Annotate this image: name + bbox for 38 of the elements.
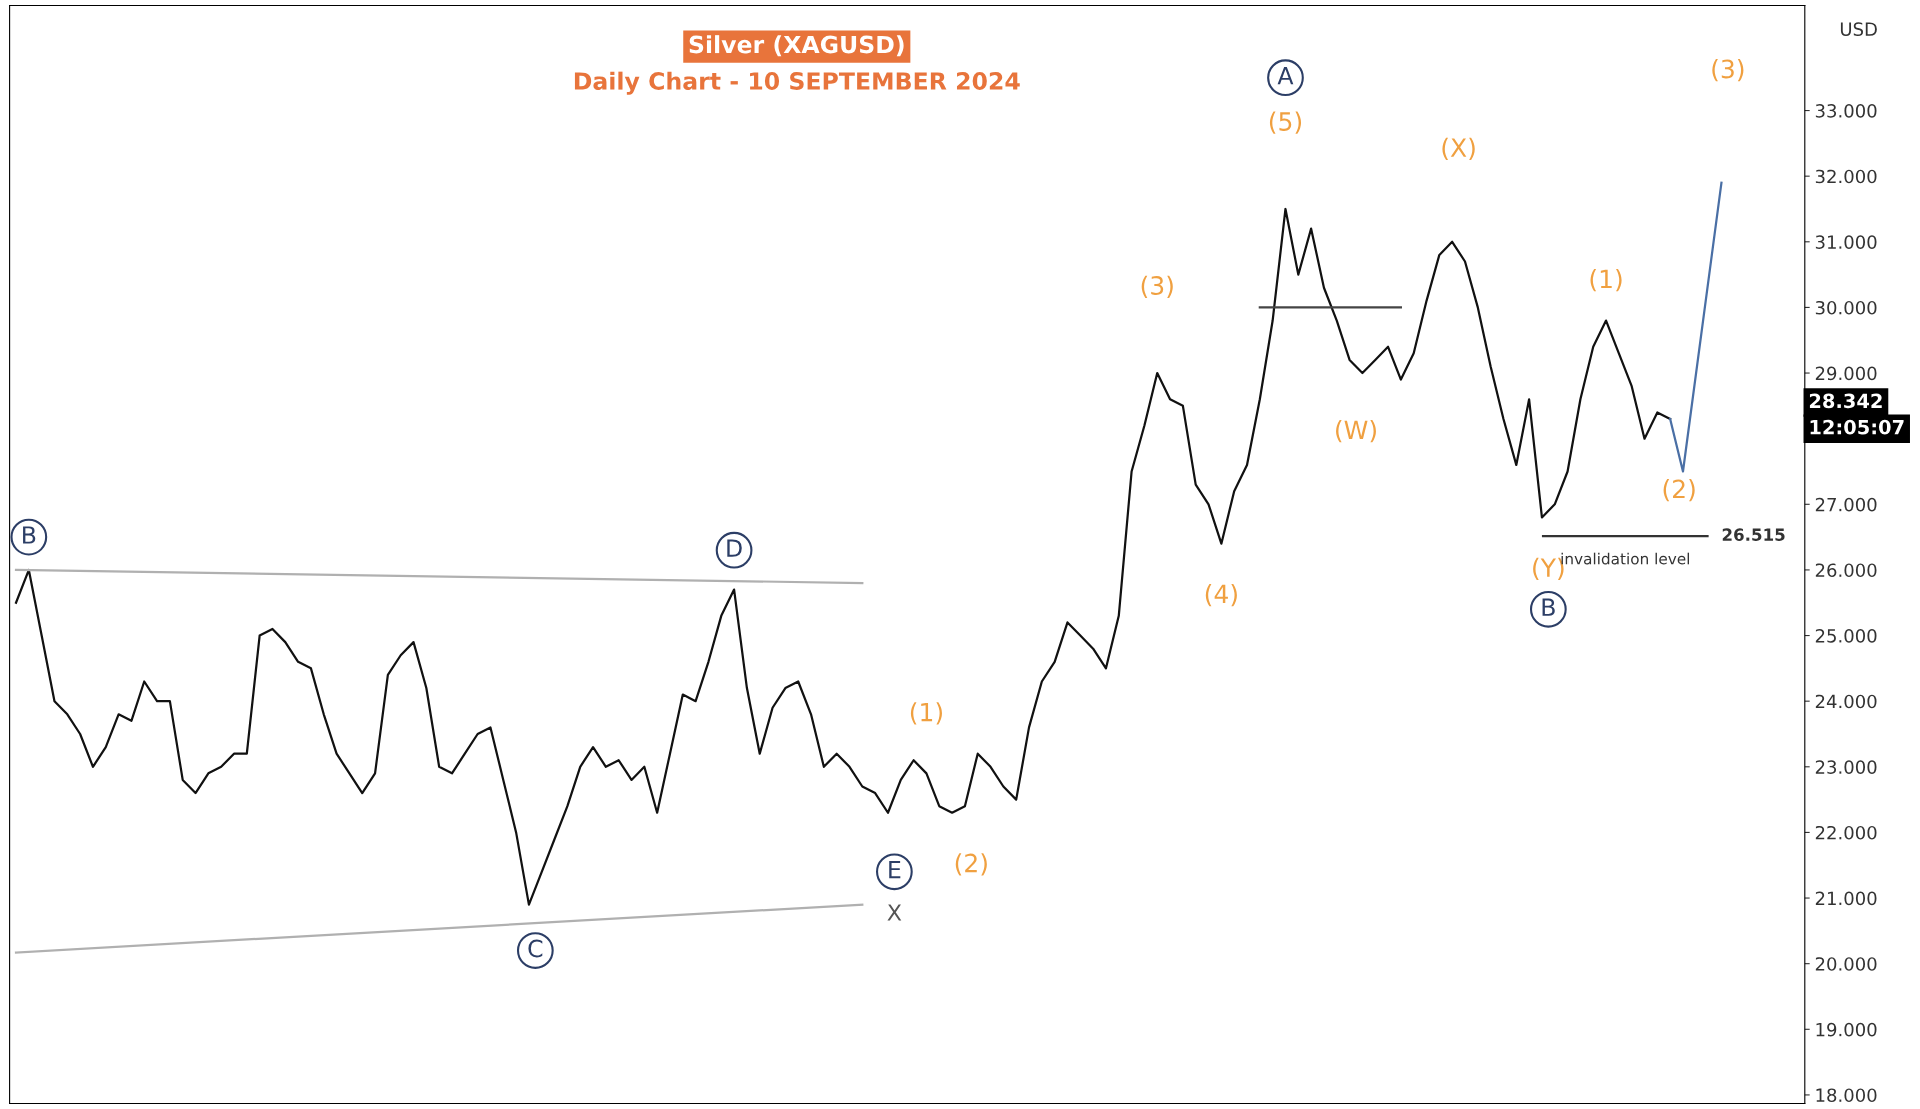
annotation: B bbox=[1542, 598, 1555, 616]
annotation: (1) bbox=[910, 702, 942, 725]
annotation: (X) bbox=[1442, 137, 1475, 161]
annotation: (2) bbox=[955, 853, 987, 876]
y-tick-label: 23.000 bbox=[1815, 760, 1877, 774]
y-axis-title: USD bbox=[1840, 22, 1877, 36]
y-tick-label: 27.000 bbox=[1815, 497, 1877, 512]
annotation: (2) bbox=[1663, 479, 1695, 502]
annotation: (5) bbox=[1269, 111, 1302, 134]
annotation: D bbox=[727, 539, 742, 557]
y-tick-label: 18.000 bbox=[1816, 1088, 1877, 1103]
annotation: (3) bbox=[1712, 59, 1744, 82]
text: 12:05:07 bbox=[1810, 419, 1904, 435]
y-tick-label: 22.000 bbox=[1815, 825, 1877, 840]
y-tick-label: 20.000 bbox=[1815, 957, 1877, 971]
y-tick-label: 26.000 bbox=[1815, 563, 1877, 578]
text: 28.342 bbox=[1809, 393, 1882, 409]
y-tick-label: 31.000 bbox=[1815, 235, 1877, 249]
annotation: (3) bbox=[1141, 275, 1173, 298]
annotation: B bbox=[23, 526, 36, 544]
annotation: (1) bbox=[1590, 269, 1622, 292]
y-tick-label: 33.000 bbox=[1815, 104, 1877, 118]
y-tick-label: 30.000 bbox=[1815, 300, 1877, 315]
ref-line-label: 26.515 bbox=[1722, 528, 1785, 541]
y-tick-label: 25.000 bbox=[1815, 629, 1877, 643]
y-tick-label: 21.000 bbox=[1815, 891, 1877, 906]
text: Silver (XAGUSD) bbox=[689, 35, 904, 57]
annotation: (4) bbox=[1205, 584, 1237, 607]
y-tick-label: 24.000 bbox=[1815, 694, 1877, 709]
y-tick-label: 19.000 bbox=[1816, 1022, 1877, 1037]
annotation: A bbox=[1277, 67, 1294, 85]
y-tick-label: 29.000 bbox=[1815, 366, 1877, 381]
text: Daily Chart - 10 SEPTEMBER 2024 bbox=[574, 71, 1020, 95]
annotation: E bbox=[889, 861, 901, 879]
y-tick-label: 32.000 bbox=[1815, 169, 1877, 184]
annotation: C bbox=[528, 939, 543, 958]
annotation: X bbox=[887, 904, 902, 921]
annotation: (W) bbox=[1336, 420, 1376, 443]
